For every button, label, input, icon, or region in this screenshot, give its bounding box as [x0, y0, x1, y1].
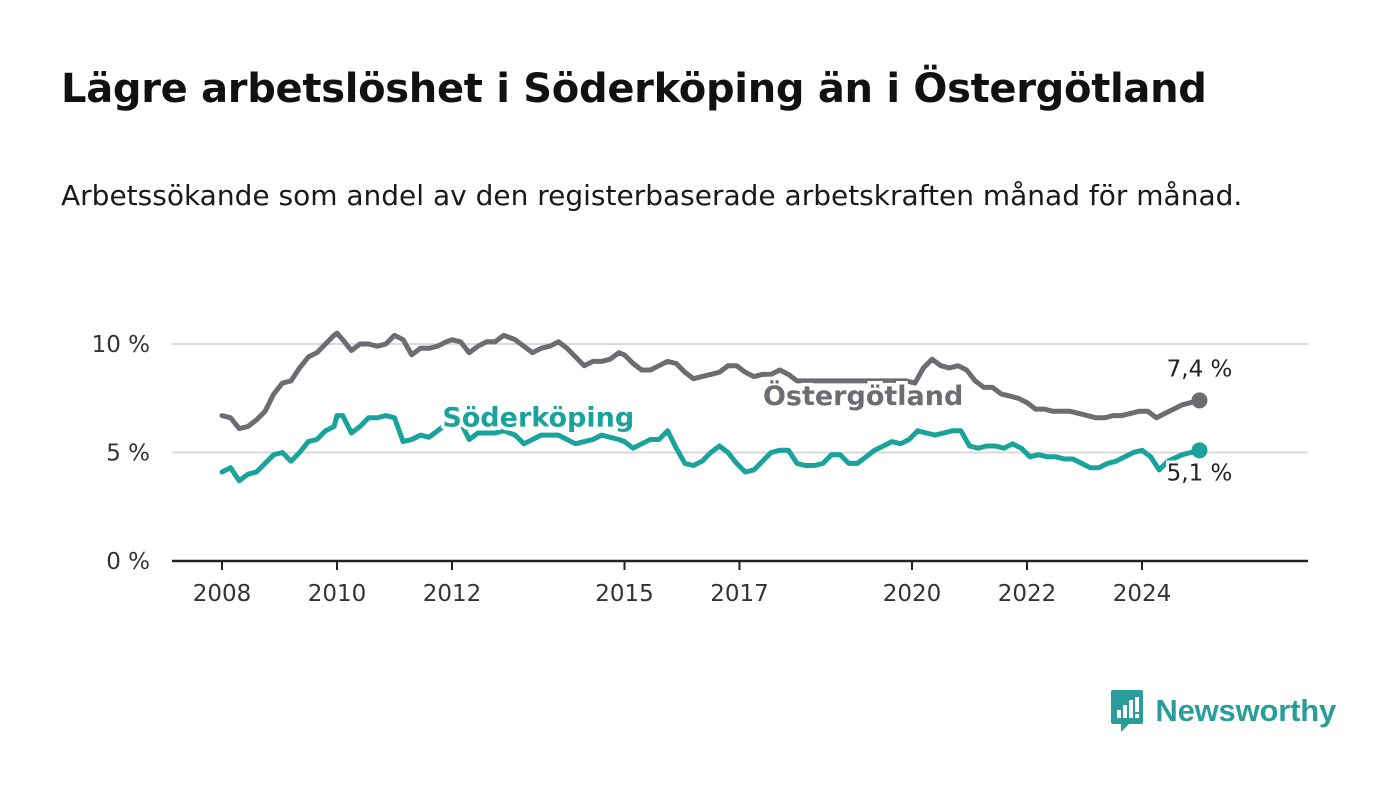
x-tick-label: 2010: [308, 581, 367, 607]
series-name-label: Söderköping: [442, 402, 634, 433]
newsworthy-logo-icon: [1111, 690, 1144, 732]
newsworthy-logo: Newsworthy: [1109, 688, 1336, 734]
series-labels: 7,4 % 5,1 % Östergötland Söderköping: [439, 353, 1236, 489]
series-line-0: [219, 330, 1202, 432]
x-tick-label: 2008: [193, 581, 252, 607]
series-end-label: 7,4 %: [1167, 356, 1233, 382]
chart-title: Lägre arbetslöshet i Söderköping än i Ös…: [61, 66, 1207, 112]
series-end-label: 5,1 %: [1167, 460, 1233, 486]
series-end-marker: [1191, 442, 1208, 459]
x-tick-label: 2024: [1113, 581, 1172, 607]
y-axis: 0 % 5 % 10 %: [92, 332, 150, 575]
x-axis: 2008 2010 2012 2015 2017 2020 2022 2024: [172, 559, 1308, 607]
y-tick-label: 10 %: [92, 332, 150, 358]
series-name-label: Östergötland: [763, 379, 963, 412]
gridlines: [172, 343, 1308, 454]
x-tick-label: 2020: [883, 581, 942, 607]
brand-name: Newsworthy: [1155, 693, 1336, 728]
x-tick-label: 2015: [595, 581, 654, 607]
y-tick-label: 5 %: [106, 441, 150, 467]
x-tick-label: 2012: [423, 581, 482, 607]
series-end-marker: [1191, 392, 1208, 409]
x-tick-label: 2022: [998, 581, 1057, 607]
series-line-1: [219, 413, 1202, 484]
y-tick-label: 0 %: [106, 549, 150, 575]
x-tick-label: 2017: [710, 581, 769, 607]
chart-subtitle: Arbetssökande som andel av den registerb…: [61, 179, 1243, 212]
series-lines: [219, 330, 1202, 484]
